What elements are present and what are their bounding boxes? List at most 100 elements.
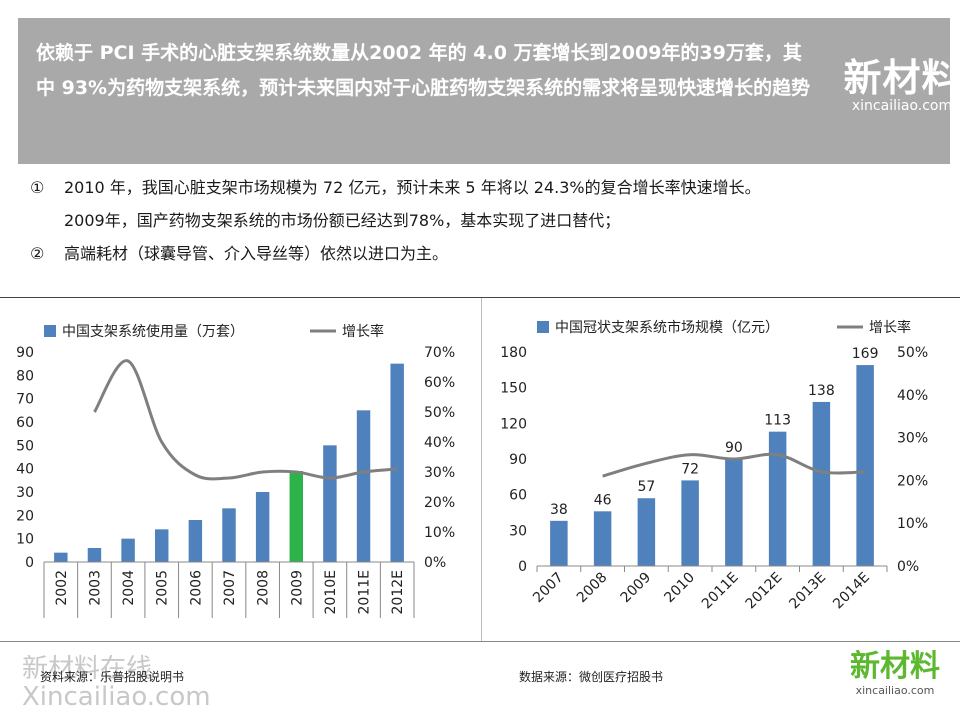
bar (155, 529, 169, 562)
y2-tick-label: 60% (424, 375, 455, 391)
x-tick-label: 2003 (87, 570, 103, 606)
bar (54, 552, 68, 562)
y2-tick-label: 20% (897, 473, 928, 489)
bullet-text: 2010 年，我国心脏支架市场规模为 72 亿元，预计未来 5 年将以 24.3… (64, 178, 761, 197)
y-tick-label: 120 (500, 416, 527, 432)
bar (390, 363, 404, 562)
bar (356, 410, 371, 562)
data-label: 113 (764, 413, 791, 429)
x-tick-label: 2010E (323, 570, 339, 614)
x-tick-label: 2010 (661, 570, 698, 607)
logo-cn-text: 新材料 (843, 56, 960, 100)
data-label: 90 (725, 440, 743, 456)
x-tick-label: 2007 (222, 570, 238, 606)
y-tick-label: 70 (16, 392, 34, 408)
data-label: 57 (637, 479, 655, 495)
bar (87, 548, 102, 562)
divider-middle (481, 298, 482, 641)
x-tick-label: 2006 (188, 570, 204, 606)
bullet-item-2: 2009年，国产药物支架系统的市场份额已经达到78%，基本实现了进口替代； (30, 210, 620, 232)
y2-tick-label: 30% (424, 465, 455, 481)
legend-label-bar: 中国支架系统使用量（万套） (62, 323, 244, 340)
bullet-marker: ② (30, 244, 45, 263)
x-tick-label: 2013E (786, 570, 829, 613)
y-tick-label: 50 (16, 438, 34, 454)
bar (856, 365, 874, 566)
chart-stent-usage: 0 10 20 30 40 50 60 70 80 90 0% 10% 20% 30% 40% 50% 60% 7… (16, 323, 455, 618)
watermark-cn: 新材料在线 (22, 654, 153, 684)
y-tick-label: 90 (509, 452, 527, 468)
y-tick-label: 150 (500, 381, 527, 397)
y-tick-label: 30 (16, 485, 34, 501)
bar (593, 511, 612, 566)
y-tick-label: 40 (16, 462, 34, 478)
y-tick-label: 80 (16, 368, 34, 384)
logo-bottom-cn: 新材料 (850, 649, 940, 684)
bar (681, 480, 699, 566)
watermark: 新材料在线 Xincailiao.com (22, 655, 211, 711)
y2-tick-label: 0% (897, 559, 919, 575)
x-tick-label: 2005 (155, 570, 171, 606)
data-label: 138 (808, 383, 835, 399)
page-title: 依赖于 PCI 手术的心脏支架系统数量从2002 年的 4.0 万套增长到200… (36, 42, 811, 99)
bar (768, 431, 787, 566)
bullet-item-3: ② 高端耗材（球囊导管、介入导丝等）依然以进口为主。 (30, 243, 448, 265)
y2-tick-label: 0% (424, 555, 446, 571)
source-note-right: 数据来源：微创医疗招股书 (519, 670, 664, 684)
x-tick-label: 2004 (121, 570, 137, 606)
x-tick-label: 2008 (256, 570, 272, 606)
watermark-en: Xincailiao.com (22, 682, 211, 712)
x-tick-label: 2008 (574, 570, 611, 607)
chart-coronary-market: 0 30 60 90 120 150 180 0% 10% 20% 30% 40% 50% 38 46 57 7… (500, 319, 928, 613)
y2-tick-label: 30% (897, 431, 928, 447)
y-tick-label: 180 (500, 345, 527, 361)
y2-tick-label: 40% (424, 435, 455, 451)
brand-logo-bottom: 新材料 xincailiao.com (840, 650, 950, 716)
y-tick-label: 10 (16, 532, 34, 548)
data-label: 38 (550, 502, 568, 518)
y2-tick-label: 40% (897, 388, 928, 404)
y-tick-label: 60 (16, 415, 34, 431)
legend-label-line: 增长率 (869, 319, 911, 336)
y-tick-label: 0 (25, 555, 34, 571)
x-tick-label: 2012E (390, 570, 406, 614)
x-tick-label: 2009 (618, 570, 655, 607)
bar (323, 445, 337, 562)
divider-bottom (0, 641, 960, 642)
x-tick-label: 2014E (830, 570, 873, 613)
y2-tick-label: 50% (424, 405, 455, 421)
logo-en-text: xincailiao.com (851, 98, 953, 114)
growth-line (93, 359, 398, 481)
y-tick-label: 90 (16, 345, 34, 361)
logo-bottom-en: xincailiao.com (855, 684, 935, 697)
x-tick-label: 2012E (743, 570, 786, 613)
legend-label-line: 增长率 (342, 323, 384, 340)
growth-line (602, 452, 866, 478)
y-tick-label: 20 (16, 508, 34, 524)
bar (550, 520, 568, 566)
bar (255, 492, 270, 562)
bullet-item-1: ① 2010 年，我国心脏支架市场规模为 72 亿元，预计未来 5 年将以 24.… (30, 177, 761, 199)
bullet-marker: ① (30, 178, 45, 197)
bar (121, 538, 135, 562)
y2-tick-label: 50% (897, 345, 928, 361)
x-tick-label: 2002 (54, 570, 70, 606)
x-tick-label: 2007 (530, 570, 567, 607)
legend-label-bar: 中国冠状支架系统市场规模（亿元） (555, 319, 779, 336)
y2-tick-label: 10% (897, 516, 928, 532)
brand-logo: 新材料 xincailiao.com (836, 58, 960, 148)
y2-tick-label: 70% (424, 345, 455, 361)
bar (289, 471, 303, 562)
x-tick-label: 2009 (289, 570, 305, 606)
x-tick-label: 2011E (699, 570, 742, 613)
legend-swatch-bar (537, 321, 549, 333)
bar (637, 498, 656, 566)
bullet-text: 高端耗材（球囊导管、介入导丝等）依然以进口为主。 (64, 244, 449, 263)
y2-tick-label: 10% (424, 525, 455, 541)
bullet-text: 2009年，国产药物支架系统的市场份额已经达到78%，基本实现了进口替代； (64, 211, 621, 230)
data-label: 46 (594, 492, 612, 508)
legend-swatch-bar (44, 325, 56, 337)
source-note-left: 资料来源：乐普招股说明书 (40, 670, 185, 684)
header-banner: 依赖于 PCI 手术的心脏支架系统数量从2002 年的 4.0 万套增长到200… (18, 18, 960, 164)
data-label: 72 (681, 461, 699, 477)
